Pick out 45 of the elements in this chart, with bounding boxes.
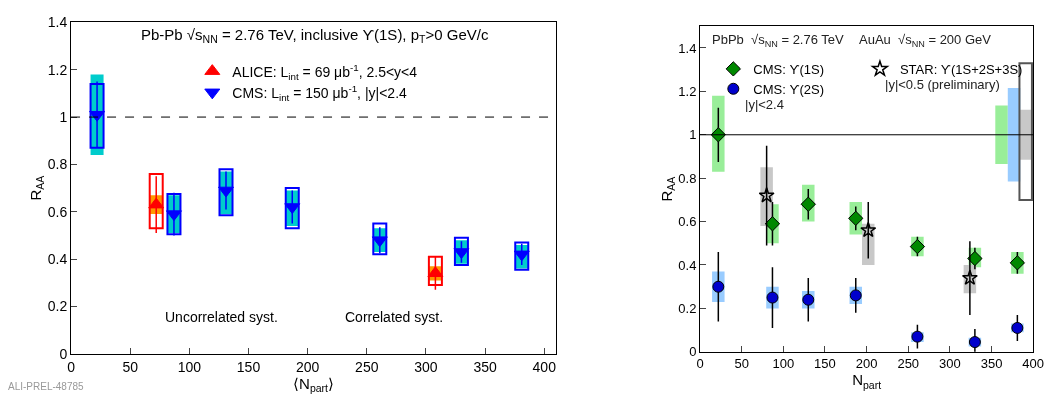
y-tick-label: 0.4 [678,257,697,273]
annotation: |y|<0.5 (preliminary) [885,77,1000,92]
y-tick-label: 0.4 [47,250,68,267]
y-tick-label: 1.4 [678,40,697,56]
x-tick-label: 100 [772,356,795,372]
y-tick-label: 1.2 [47,61,68,78]
y-tick-label: 1 [689,127,697,143]
x-tick-label: 350 [473,358,497,375]
annotation: |y|<2.4 [745,97,784,112]
annotation: PbPb √s$_{NN}$ = 2.76 TeV [712,32,845,49]
y-tick-label: 0.6 [47,203,68,220]
legend-label: ALICE: L$_{int}$ = 69 μb$^{-1}$, 2.5<y<4 [232,61,418,82]
legend-label: CMS: ϒ(1S) [753,61,825,77]
y-tick-label: 0.8 [47,156,68,173]
y-tick-label: 0 [689,344,697,360]
y-tick-label: 1.2 [678,83,697,99]
x-tick-label: 400 [1022,356,1045,372]
text: ALI-PREL-48785 [8,381,85,392]
x-tick-label: 350 [980,356,1003,372]
x-axis-title: N$_{part}$ [852,371,882,391]
x-tick-label: 50 [122,358,139,375]
x-tick-label: 200 [855,356,878,372]
legend-label: CMS: ϒ(2S) [753,81,825,97]
legend-label: CMS: L$_{int}$ = 150 μb$^{-1}$, |y|<2.4 [232,82,408,103]
y-tick-label: 1.4 [47,14,68,31]
x-tick-label: 300 [939,356,961,372]
annotation: Pb-Pb √s$_{NN}$ = 2.76 TeV, inclusive ϒ(1S), p$_{T}$>0 GeV/c [141,26,489,46]
y-tick-label: 0.6 [678,214,697,230]
annotation: Correlated syst. [345,309,444,325]
x-tick-label: 400 [532,358,557,375]
x-tick-label: 100 [177,358,202,375]
y-tick-label: 1 [59,108,68,125]
x-tick-label: 150 [236,358,261,375]
x-tick-label: 250 [355,358,379,375]
y-tick-label: 0.2 [678,300,697,316]
x-tick-label: 150 [814,356,836,372]
annotation: Uncorrelated syst. [165,309,278,325]
x-tick-label: 50 [734,356,749,372]
y-tick-label: 0.8 [678,170,697,186]
x-tick-label: 200 [295,358,320,375]
y-tick-label: 0.2 [47,298,68,315]
x-axis-title: ⟨N$_{part}$⟩ [293,374,335,394]
x-tick-label: 250 [897,356,920,372]
annotation: AuAu √s$_{NN}$ = 200 GeV [859,32,992,49]
x-tick-label: 300 [414,358,438,375]
